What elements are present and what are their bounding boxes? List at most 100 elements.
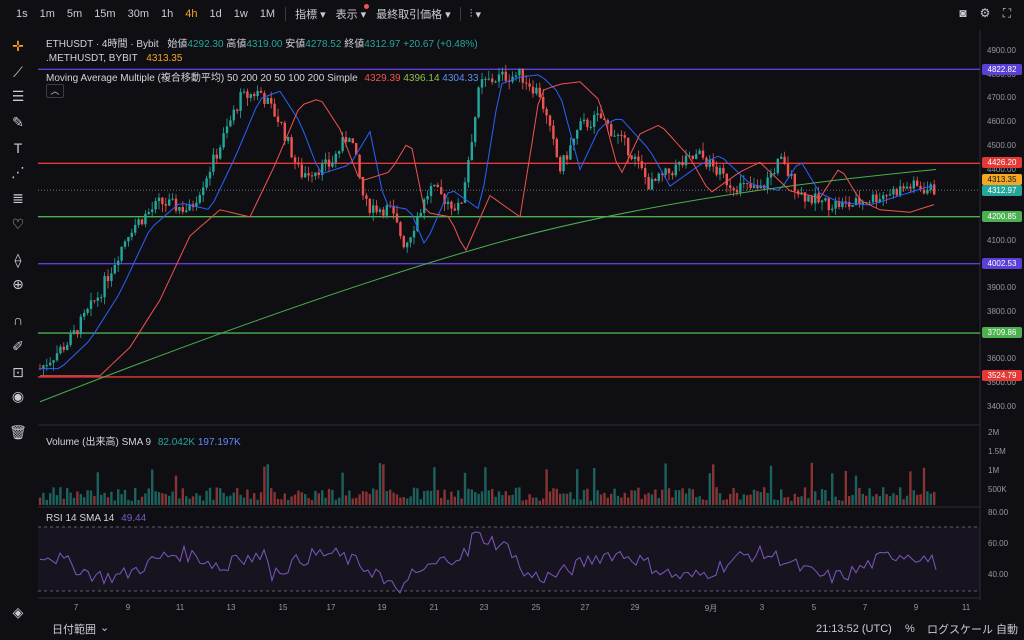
brush-icon[interactable]: ✎: [12, 113, 24, 130]
trend-line-icon[interactable]: ⟋: [13, 63, 23, 80]
volume-bar: [681, 488, 684, 505]
timeframe-1M[interactable]: 1M: [259, 8, 276, 20]
price-tick: 4900.00: [987, 46, 1016, 55]
candle-body: [144, 213, 147, 225]
zoom-in-icon[interactable]: ⊕: [12, 275, 24, 292]
trash-icon[interactable]: 🗑: [9, 423, 27, 440]
timeframe-15m[interactable]: 15m: [94, 8, 116, 20]
volume-bar: [763, 487, 766, 505]
lock-icon[interactable]: ⊡: [12, 363, 24, 380]
pattern-icon[interactable]: ⋰: [11, 163, 25, 180]
volume-bar: [117, 489, 120, 505]
candle-body: [725, 173, 728, 186]
volume-bar: [623, 492, 626, 505]
magnet-icon[interactable]: ∩: [12, 312, 24, 328]
crosshair-icon[interactable]: ✛: [12, 37, 24, 54]
volume-bar: [338, 497, 341, 505]
volume-bar: [729, 494, 732, 505]
chevron-down-icon: ⌄: [100, 622, 110, 634]
fib-icon[interactable]: ≣: [12, 189, 24, 206]
candle-body: [263, 93, 266, 104]
candle-body: [395, 213, 399, 223]
candle-body: [814, 193, 817, 204]
volume-bar: [888, 496, 892, 505]
percent-toggle[interactable]: %: [905, 623, 915, 635]
candle-body: [314, 172, 317, 177]
candle-body: [52, 360, 55, 363]
timeframe-1m[interactable]: 1m: [39, 8, 55, 20]
candle-body: [834, 200, 837, 209]
volume-bar: [225, 496, 229, 505]
collapse-legend-button[interactable]: ︿: [46, 84, 64, 98]
candle-body: [117, 260, 120, 266]
volume-bar: [351, 498, 354, 505]
timeframe-4h[interactable]: 4h: [185, 8, 198, 20]
price-tick: 3500.00: [987, 377, 1016, 387]
candle-body: [83, 312, 86, 317]
timeframe-1h[interactable]: 1h: [161, 8, 174, 20]
candle-body: [300, 164, 303, 178]
volume-bar: [344, 495, 348, 505]
heart-icon[interactable]: ♡: [11, 215, 25, 232]
auto-scale-toggle[interactable]: 自動: [996, 624, 1018, 636]
volume-bar: [691, 489, 694, 505]
layers-icon[interactable]: ◈: [12, 603, 24, 620]
volume-bar: [358, 494, 361, 505]
price-badge: 4002.53: [982, 258, 1022, 269]
time-tick: 7: [862, 603, 868, 612]
ma-line-50: [40, 81, 935, 377]
volume-bar: [239, 494, 242, 505]
candle-body: [246, 91, 249, 98]
text-icon[interactable]: T: [13, 140, 23, 156]
drawing-toolbar: ✛ ⟋ ☰ ✎ T ⋰ ≣ ♡ ⟠ ⊕ ∩ ✐ ⊡ ◉ 🗑 ◈: [0, 30, 36, 620]
volume-bar: [844, 470, 847, 505]
candle-body: [548, 115, 552, 126]
timeframe-5m[interactable]: 5m: [66, 8, 83, 20]
eye-icon[interactable]: ◉: [11, 387, 25, 404]
candle-body: [803, 192, 807, 202]
candle-body: [576, 130, 579, 139]
camera-icon[interactable]: ◙: [959, 6, 967, 20]
volume-bar: [130, 500, 133, 505]
view-button[interactable]: 表示 ▾: [331, 4, 372, 22]
candle-body: [494, 81, 497, 83]
volume-bar: [722, 499, 725, 505]
timeframe-1d[interactable]: 1d: [209, 8, 222, 20]
settings-toggle-button[interactable]: ⫶ ▾: [465, 8, 486, 21]
timeframe-30m[interactable]: 30m: [127, 8, 149, 20]
time-tick: 19: [377, 603, 387, 612]
volume-bar: [831, 473, 834, 505]
volume-bar: [820, 489, 824, 505]
candle-body: [249, 93, 252, 98]
candle-body: [933, 184, 936, 195]
fullscreen-icon[interactable]: ⛶: [1002, 6, 1012, 20]
volume-bar: [511, 494, 514, 505]
clock-time[interactable]: 21:13:52 (UTC): [816, 623, 892, 635]
ruler-icon[interactable]: ⟠: [14, 251, 22, 268]
candle-body: [392, 205, 395, 214]
volume-bar: [773, 499, 776, 505]
price-chart[interactable]: [0, 0, 1024, 618]
timeframe-1w[interactable]: 1w: [233, 8, 248, 20]
volume-bar: [321, 490, 324, 505]
candle-body: [297, 162, 300, 165]
volume-bar: [593, 467, 596, 505]
volume-bar: [202, 500, 205, 505]
timeframe-1s[interactable]: 1s: [16, 8, 28, 20]
price-source-button[interactable]: 最終取引価格 ▾: [371, 6, 456, 22]
candle-body: [606, 119, 609, 125]
volume-bar: [402, 497, 405, 505]
lock-drawings-icon[interactable]: ✐: [12, 337, 24, 354]
rsi-value: 49.44: [121, 513, 147, 524]
indicators-button[interactable]: 指標 ▾: [290, 6, 331, 22]
candle-body: [596, 113, 599, 115]
date-range-button[interactable]: 日付範囲 ⌄: [52, 621, 109, 637]
horizontal-lines-icon[interactable]: ☰: [11, 87, 25, 104]
candle-body: [477, 87, 480, 118]
log-scale-toggle[interactable]: ログスケール: [927, 624, 993, 636]
volume-bar: [807, 498, 810, 505]
volume-bar: [154, 491, 157, 505]
volume-bar: [304, 494, 307, 505]
gear-icon[interactable]: ⚙: [979, 6, 991, 20]
candle-body: [181, 207, 184, 212]
